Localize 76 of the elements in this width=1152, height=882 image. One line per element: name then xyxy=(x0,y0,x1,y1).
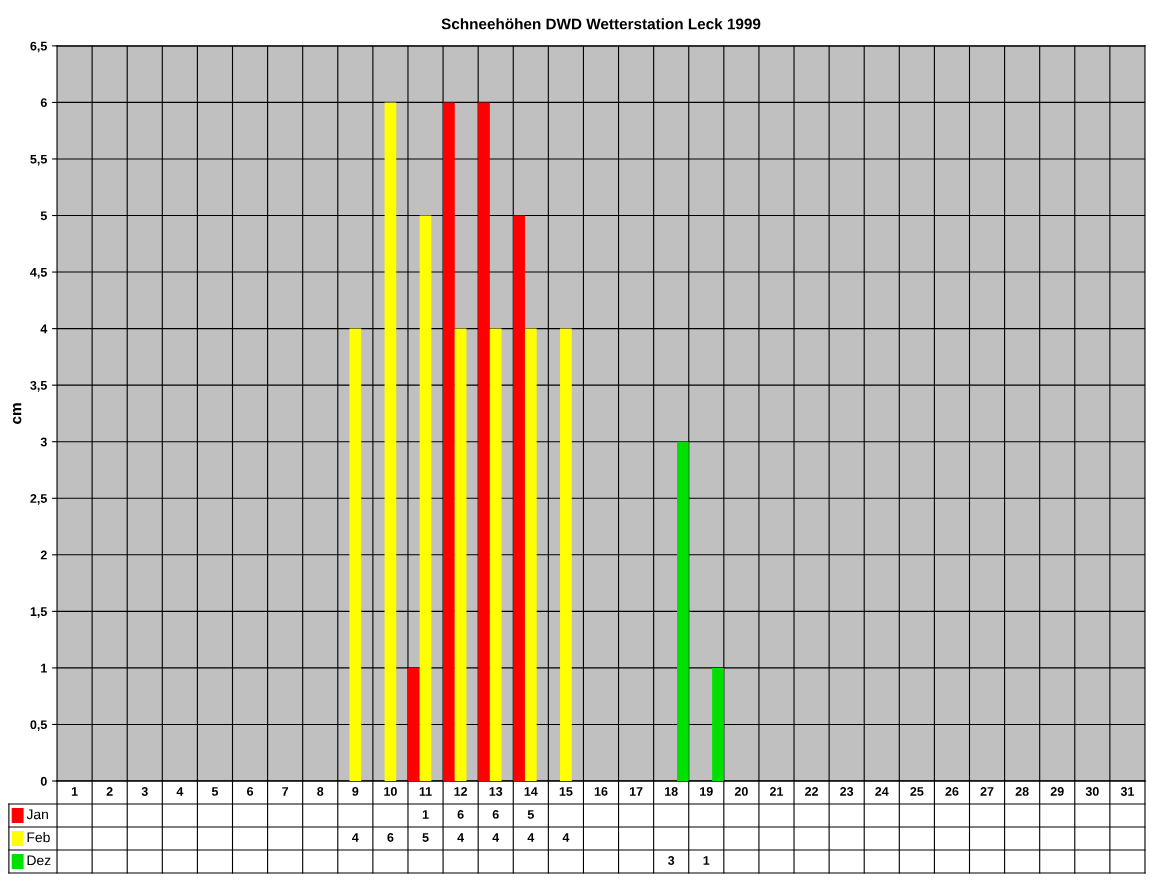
x-tick-label: 21 xyxy=(769,787,784,796)
bar xyxy=(524,328,537,782)
data-label: 1 xyxy=(422,810,429,819)
y-tick-label: 2,5 xyxy=(30,494,47,505)
y-tick-label: 4 xyxy=(40,324,48,334)
y-tick-label: 1,5 xyxy=(30,607,47,618)
x-tick-label: 22 xyxy=(805,787,819,796)
x-tick-label: 19 xyxy=(700,787,713,796)
x-tick-label: 26 xyxy=(945,787,959,796)
data-label: 5 xyxy=(422,833,429,842)
x-tick-label: 4 xyxy=(176,787,184,796)
x-tick-label: 14 xyxy=(524,787,538,796)
x-tick-label: 31 xyxy=(1120,787,1135,796)
x-tick-label: 25 xyxy=(910,787,924,796)
data-label: 4 xyxy=(352,833,359,842)
y-axis-title: cm xyxy=(12,403,22,424)
x-tick-label: 18 xyxy=(665,787,678,796)
bar xyxy=(489,328,502,782)
legend-label: Jan xyxy=(26,809,48,820)
data-label: 1 xyxy=(703,856,710,865)
x-tick-label: 15 xyxy=(559,787,573,796)
x-tick-label: 13 xyxy=(489,787,503,796)
bar xyxy=(712,667,724,782)
y-tick-label: 2 xyxy=(40,550,47,560)
y-tick-label: 3 xyxy=(40,437,47,447)
y-tick-label: 6 xyxy=(40,98,47,108)
x-tick-label: 3 xyxy=(141,787,148,796)
x-tick-label: 17 xyxy=(629,787,643,796)
legend-label: Dez xyxy=(27,855,51,866)
bar xyxy=(443,102,455,782)
x-tick-label: 2 xyxy=(106,787,113,796)
data-label: 4 xyxy=(457,833,465,842)
y-tick-label: 4,5 xyxy=(30,267,47,279)
x-tick-label: 30 xyxy=(1085,787,1099,796)
x-tick-label: 11 xyxy=(419,787,432,796)
y-tick-label: 5,5 xyxy=(30,154,47,166)
x-tick-label: 7 xyxy=(282,787,289,796)
x-tick-label: 27 xyxy=(980,787,994,796)
data-label: 6 xyxy=(387,833,394,842)
bar xyxy=(349,328,362,782)
x-tick-label: 24 xyxy=(875,787,889,796)
x-tick-label: 6 xyxy=(247,787,254,796)
x-tick-label: 1 xyxy=(71,787,78,796)
bar xyxy=(419,215,432,782)
data-label: 3 xyxy=(668,856,675,865)
x-tick-label: 20 xyxy=(734,787,748,796)
bar xyxy=(454,328,467,782)
x-tick-label: 12 xyxy=(454,787,468,796)
data-label: 5 xyxy=(527,810,534,819)
y-tick-label: 6,5 xyxy=(30,41,47,53)
bar xyxy=(677,441,689,782)
data-label: 4 xyxy=(562,833,570,842)
x-tick-label: 9 xyxy=(352,787,359,796)
data-label: 6 xyxy=(492,810,499,819)
y-tick-label: 0,5 xyxy=(30,720,47,731)
legend-label: Feb xyxy=(27,832,50,843)
x-tick-label: 8 xyxy=(317,787,324,796)
x-tick-label: 5 xyxy=(211,787,219,796)
bar xyxy=(513,215,525,782)
chart-title: Schneehöhen DWD Wetterstation Leck 1999 xyxy=(441,18,761,30)
data-label: 4 xyxy=(527,833,535,842)
bar xyxy=(407,667,420,782)
x-tick-label: 23 xyxy=(840,787,854,796)
data-label: 4 xyxy=(492,833,500,842)
y-tick-label: 5 xyxy=(40,211,47,221)
bar xyxy=(384,102,397,782)
bar xyxy=(478,102,490,782)
y-tick-label: 3,5 xyxy=(30,380,47,392)
data-label: 6 xyxy=(457,810,464,819)
x-tick-label: 16 xyxy=(594,787,608,796)
bar xyxy=(560,328,572,782)
x-tick-label: 29 xyxy=(1050,787,1064,796)
x-tick-label: 10 xyxy=(384,787,397,796)
x-tick-label: 28 xyxy=(1015,787,1029,796)
y-tick-label: 1 xyxy=(41,663,47,673)
y-tick-label: 0 xyxy=(40,776,47,786)
